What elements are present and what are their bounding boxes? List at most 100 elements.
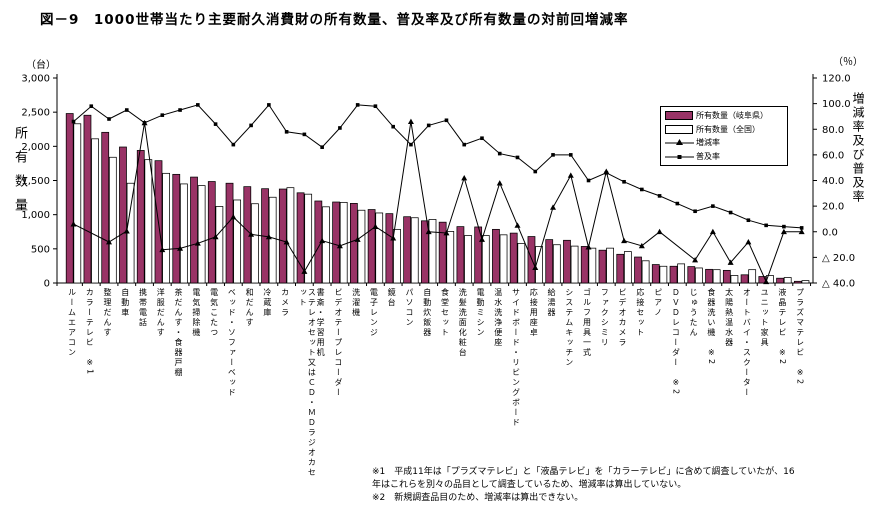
bar-gifu [776, 277, 784, 284]
bar-gifu [545, 239, 554, 284]
zogenritsu-point-marker [407, 118, 414, 124]
bar-zenkoku [606, 247, 614, 284]
bar-gifu [367, 209, 376, 284]
bar-gifu [190, 176, 198, 284]
fukyuritsu-point-marker [622, 179, 626, 184]
bar-gifu [793, 280, 802, 284]
line-fukyuritsu [73, 104, 802, 229]
bar-gifu [101, 131, 110, 284]
legend-label-fukyuritsu: 普及率 [696, 151, 720, 161]
fukyuritsu-point-marker [746, 218, 751, 223]
bar-zenkoku [464, 235, 472, 284]
left-axis-unit: （台） [26, 60, 56, 71]
bar-zenkoku [783, 277, 792, 284]
zogenritsu-point-marker [745, 239, 752, 245]
fukyuritsu-point-marker [231, 142, 236, 147]
line-zogenritsu [73, 121, 802, 284]
fukyuritsu-point-marker [142, 121, 147, 125]
fukyuritsu-point-marker [551, 153, 555, 157]
right-axis-tick-label: 100.0 [822, 99, 851, 110]
legend-label-gifu: 所有数量（岐阜県） [696, 111, 768, 121]
bar-gifu [136, 150, 145, 284]
right-axis-tick-label: 40.0 [822, 176, 844, 187]
zogenritsu-point-marker [478, 236, 485, 242]
fukyuritsu-point-marker [267, 103, 271, 107]
fukyuritsu-point-marker [640, 187, 644, 192]
zogenritsu-point-marker [514, 222, 521, 228]
fukyuritsu-point-marker [284, 130, 289, 134]
fukyuritsu-point-marker [782, 224, 786, 229]
right-axis-title: 増減率及び普及率 [851, 92, 865, 204]
fukyuritsu-point-marker [728, 210, 733, 215]
zogenritsu-point-marker [461, 174, 468, 181]
zogenritsu-point-marker [106, 239, 113, 245]
bar-gifu [616, 253, 625, 284]
bar-zenkoku [197, 185, 206, 284]
zogenritsu-point-marker [621, 237, 628, 244]
zogenritsu-point-marker [230, 214, 237, 220]
bar-zenkoku [481, 235, 490, 284]
right-axis-tick-label: △ 40.0 [822, 279, 855, 290]
zogenritsu-point-marker [372, 223, 379, 230]
bar-zenkoku [659, 265, 668, 284]
zogenritsu-point-marker [763, 278, 770, 285]
fukyuritsu-point-marker [391, 124, 395, 129]
fukyuritsu-point-marker [462, 142, 467, 147]
fukyuritsu-point-marker [124, 108, 129, 112]
bar-zenkoku [517, 242, 526, 284]
bar-zenkoku [251, 203, 259, 284]
left-axis-tick-label: 2,000 [21, 142, 50, 153]
bar-zenkoku [695, 267, 703, 284]
zogenritsu-point-marker [212, 233, 219, 240]
zogenritsu-point-marker [390, 235, 397, 241]
bar-gifu [580, 246, 589, 284]
fukyuritsu-point-marker [444, 118, 449, 123]
fukyuritsu-point-marker [586, 178, 591, 183]
bar-zenkoku [552, 244, 561, 284]
fukyuritsu-point-marker [178, 108, 182, 112]
chart-legend: 所有数量（岐阜県） 所有数量（全国） 増減率 普及率 [660, 106, 788, 166]
fukyuritsu-point-marker [497, 151, 502, 156]
fukyuritsu-point-marker [71, 119, 76, 124]
left-axis-tick-label: 500 [31, 244, 50, 255]
zogenritsu-point-marker [425, 228, 432, 235]
zogenritsu-point-marker [123, 228, 130, 234]
zogenritsu-point-marker [443, 230, 450, 236]
fukyuritsu-point-marker [338, 126, 342, 130]
zogenritsu-point-marker [550, 204, 557, 210]
bar-gifu [172, 173, 181, 284]
zogenritsu-point-marker [496, 180, 503, 186]
legend-row-zogenritsu: 増減率 [665, 136, 783, 149]
left-axis-tick-label: 1,500 [21, 176, 50, 187]
zogenritsu-point-marker [692, 256, 699, 263]
fukyuritsu-point-marker [711, 204, 715, 208]
right-axis-tick-label: 20.0 [822, 202, 844, 213]
zogenritsu-point-marker [177, 245, 184, 251]
bar-gifu [83, 114, 92, 284]
fukyuritsu-point-marker [107, 117, 111, 121]
bar-zenkoku [215, 206, 224, 284]
zogenritsu-point-marker [780, 228, 787, 235]
bar-gifu [65, 113, 74, 284]
left-axis-tick-label: 3,000 [21, 74, 50, 85]
bar-zenkoku [322, 206, 330, 284]
zogenritsu-point-marker [336, 242, 343, 249]
footnote-2: ※2 新規調査品目のため、増減率は算出できない。 [372, 493, 584, 503]
bar-zenkoku [179, 183, 188, 284]
bar-gifu [722, 269, 731, 284]
fukyuritsu-point-marker [764, 223, 768, 228]
zogenritsu-point-marker [194, 240, 201, 246]
gifu-bar-swatch-icon [665, 111, 693, 121]
legend-row-gifu: 所有数量（岐阜県） [665, 109, 783, 122]
bar-gifu [687, 266, 696, 284]
bar-zenkoku [91, 138, 99, 284]
bar-zenkoku [357, 209, 366, 284]
bar-gifu [634, 256, 642, 284]
zogenritsu-point-marker [798, 228, 805, 235]
bar-zenkoku [410, 217, 419, 284]
zogenritsu-point-marker [567, 172, 574, 178]
fukyuritsu-point-marker [196, 103, 200, 107]
bar-zenkoku [108, 156, 117, 284]
fukyuritsu-point-marker [480, 136, 484, 141]
